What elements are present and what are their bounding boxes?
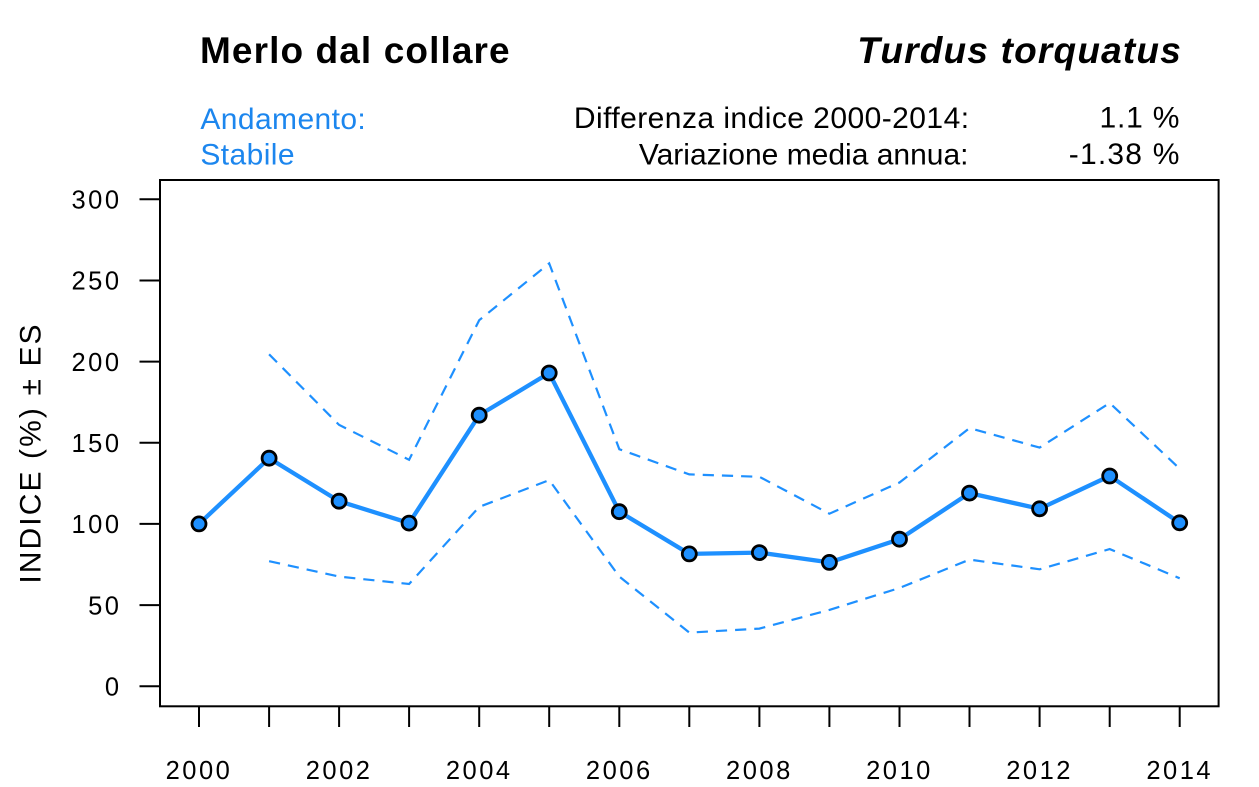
svg-text:300: 300 xyxy=(71,187,121,215)
svg-text:2010: 2010 xyxy=(866,757,933,785)
svg-text:100: 100 xyxy=(71,511,121,539)
svg-text:Andamento:: Andamento: xyxy=(200,103,366,136)
svg-text:Stabile: Stabile xyxy=(200,139,295,172)
svg-text:-1.38 %: -1.38 % xyxy=(1069,138,1181,171)
svg-text:0: 0 xyxy=(105,673,122,701)
svg-text:Turdus torquatus: Turdus torquatus xyxy=(857,30,1182,71)
svg-text:200: 200 xyxy=(71,349,121,377)
svg-text:INDICE (%) ± ES: INDICE (%) ± ES xyxy=(15,322,48,583)
svg-text:2002: 2002 xyxy=(306,757,373,785)
svg-text:250: 250 xyxy=(71,268,121,296)
svg-text:2014: 2014 xyxy=(1146,757,1213,785)
svg-text:2012: 2012 xyxy=(1006,757,1073,785)
svg-text:2004: 2004 xyxy=(446,757,513,785)
svg-text:Variazione media annua:: Variazione media annua: xyxy=(639,139,969,172)
svg-text:150: 150 xyxy=(71,430,121,458)
svg-text:Differenza indice 2000-2014:: Differenza indice 2000-2014: xyxy=(574,102,970,135)
svg-text:2000: 2000 xyxy=(166,757,233,785)
svg-text:1.1 %: 1.1 % xyxy=(1099,102,1180,135)
svg-text:2008: 2008 xyxy=(726,757,793,785)
svg-text:50: 50 xyxy=(88,592,121,620)
svg-text:2006: 2006 xyxy=(586,757,653,785)
svg-text:Merlo dal collare: Merlo dal collare xyxy=(200,30,511,71)
